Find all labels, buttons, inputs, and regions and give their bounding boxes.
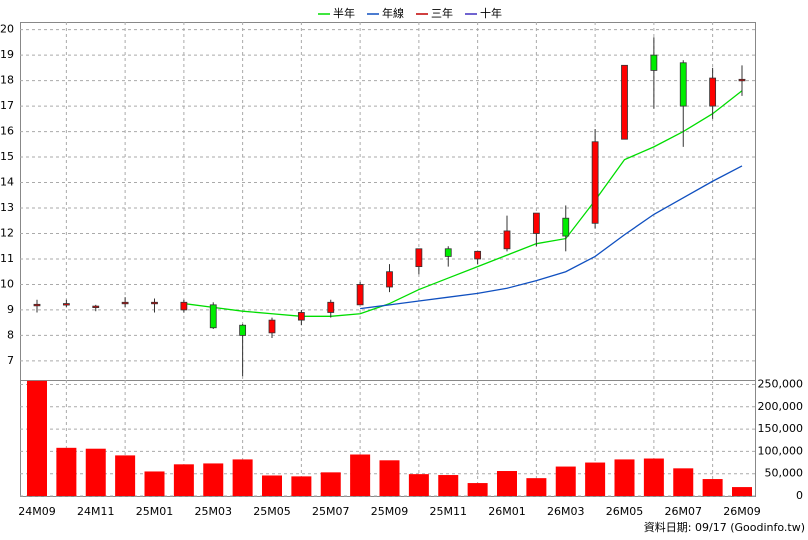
x-tick-label: 26M07 [665,505,703,518]
y-tick-label: 9 [7,303,14,316]
y-tick-label: 14 [0,176,14,189]
volume-bar [27,380,47,496]
footer: 資料日期: 09/17 (Goodinfo.tw) [644,520,805,534]
volume-bar [85,448,106,496]
candle-body [415,248,423,268]
candle-body [239,324,247,336]
candle-body [444,248,452,257]
volume-bar [291,476,312,496]
volume-bar [56,447,77,496]
ma-line [183,90,743,317]
candle-body [562,217,570,237]
y2-tick-label: 100,000 [758,444,804,457]
price-panel [20,22,756,381]
y2-tick-label: 50,000 [765,467,804,480]
x-tick-label: 25M03 [195,505,233,518]
ma-line [360,165,743,310]
x-tick-label: 25M11 [430,505,468,518]
candle-body [679,62,687,107]
candle-body [297,312,305,321]
volume-bar [732,487,752,496]
volume-bar [555,466,576,496]
candle-body [209,304,217,329]
x-tick-label: 25M05 [253,505,291,518]
candle-body [327,301,335,313]
y-tick-label: 12 [0,226,14,239]
candle-body [621,64,628,140]
volume-bar [144,471,165,496]
y-tick-label: 15 [0,150,14,163]
y-tick-label: 20 [0,23,14,36]
volume-bar [673,468,694,496]
volume-bar [526,478,547,496]
y2-tick-label: 0 [796,489,803,502]
x-tick-label: 25M07 [312,505,350,518]
y-tick-label: 16 [0,125,14,138]
candle-body [474,250,482,260]
y-tick-label: 18 [0,74,14,87]
legend-label: 年線 [382,6,404,20]
volume-bar [702,479,723,496]
candle-body [503,230,511,250]
legend-label: 半年 [333,6,355,20]
volume-bar [173,464,194,496]
candle-body [92,305,100,309]
x-tick-label: 26M01 [488,505,526,518]
volume-bar [350,454,371,496]
y-tick-label: 13 [0,201,14,214]
candle-body [738,78,746,82]
candle-body [386,271,393,288]
y-tick-label: 8 [7,328,14,341]
volume-bar [408,474,429,496]
x-tick-label: 26M05 [606,505,644,518]
volume-bar [232,459,253,496]
volume-bar [467,483,488,496]
y-tick-label: 19 [0,48,14,61]
candle-body [356,284,364,306]
volume-bar [115,455,136,496]
candle-body [709,77,717,107]
volume-bar [262,475,282,496]
x-tick-label: 26M09 [723,505,761,518]
y2-tick-label: 250,000 [758,377,804,390]
candle-body [268,319,276,334]
legend-label: 三年 [431,6,453,20]
x-tick-label: 24M09 [18,505,56,518]
y2-tick-label: 150,000 [758,422,804,435]
x-tick-label: 25M01 [136,505,174,518]
y-tick-label: 17 [0,99,14,112]
candle-body [180,301,188,311]
x-tick-label: 25M09 [371,505,409,518]
volume-bar [643,458,664,496]
y-tick-label: 10 [0,277,14,290]
candle-body [151,301,158,305]
candle-body [33,303,41,307]
volume-bar [320,472,341,496]
volume-bar [614,459,635,496]
volume-bar [585,462,606,496]
candle-body [650,54,658,71]
x-tick-label: 26M03 [547,505,585,518]
y2-tick-label: 200,000 [758,400,804,413]
y-tick-label: 11 [0,252,14,265]
candle-body [121,301,129,305]
volume-bar [203,463,224,496]
candle-body [62,303,70,306]
volume-bar [438,475,459,496]
volume-bar [379,460,400,496]
candle-body [591,141,599,224]
legend-label: 十年 [480,6,502,20]
x-tick-label: 24M11 [77,505,115,518]
y-tick-label: 7 [7,354,14,367]
candle-body [532,212,540,234]
volume-bar [497,471,517,496]
